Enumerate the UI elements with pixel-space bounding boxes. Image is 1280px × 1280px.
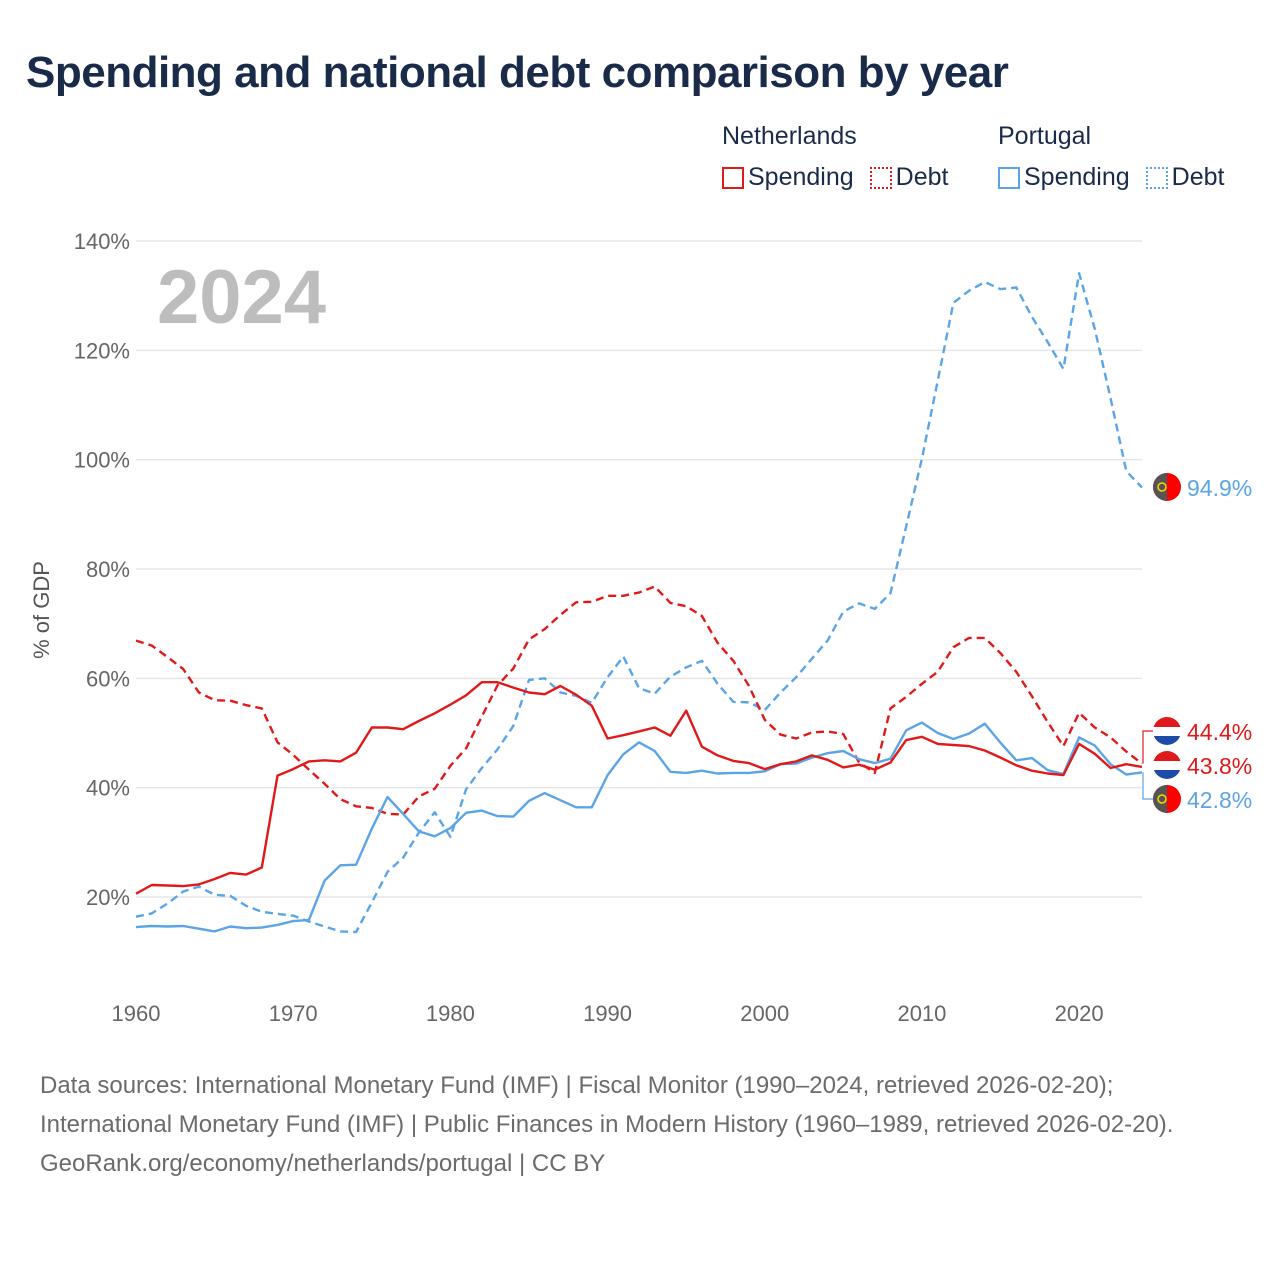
x-tick-label: 1980 [426, 1001, 475, 1026]
series-lines [135, 272, 1143, 934]
x-tick-label: 1960 [112, 1001, 161, 1026]
footer: Data sources: International Monetary Fun… [40, 1066, 1240, 1183]
legend-portugal: Portugal Spending Debt [998, 122, 1224, 192]
x-tick-label: 2000 [740, 1001, 789, 1026]
solid-swatch-icon [722, 166, 744, 189]
x-tick-label: 1990 [583, 1001, 632, 1026]
x-tick-label: 2020 [1055, 1001, 1104, 1026]
x-axis-ticks: 1960 1970 1980 1990 2000 2010 2020 [112, 1001, 1104, 1026]
solid-swatch-icon [998, 166, 1020, 189]
y-tick-label: 100% [74, 448, 130, 473]
portugal-flag-icon [1153, 785, 1181, 813]
end-value-label: 94.9% [1187, 475, 1252, 501]
netherlands-debt-line [135, 585, 1143, 816]
portugal-flag-icon [1153, 473, 1181, 501]
end-value-label: 43.8% [1187, 753, 1252, 779]
x-tick-label: 1970 [269, 1001, 318, 1026]
legend-portugal-title: Portugal [998, 122, 1092, 150]
legend-netherlands: Netherlands Spending Debt [722, 122, 948, 192]
gridlines [136, 240, 1142, 898]
legend-netherlands-spending-label: Spending [748, 163, 854, 191]
legend-portugal-debt[interactable]: Debt [1145, 163, 1225, 192]
netherlands-flag-icon [1153, 717, 1181, 745]
legend-portugal-spending[interactable]: Spending [998, 163, 1130, 192]
end-value-label: 44.4% [1187, 719, 1252, 745]
y-tick-label: 60% [86, 666, 130, 691]
legend-netherlands-debt[interactable]: Debt [869, 163, 949, 192]
dotted-swatch-icon [869, 166, 892, 189]
line-chart: 2024 20%40%60%80%100%120%140% 1960 1970 19… [29, 229, 1252, 1026]
netherlands-flag-icon [1153, 751, 1181, 779]
legend-netherlands-title: Netherlands [722, 122, 857, 150]
y-tick-label: 140% [74, 229, 130, 254]
y-axis-label: % of GDP [29, 561, 54, 659]
leader-line [1142, 730, 1153, 764]
legend-netherlands-debt-label: Debt [895, 163, 949, 191]
data-sources: Data sources: International Monetary Fun… [40, 1072, 1174, 1138]
y-tick-label: 120% [74, 338, 130, 363]
legend-portugal-debt-label: Debt [1171, 163, 1225, 191]
year-watermark: 2024 [157, 255, 326, 340]
y-tick-label: 80% [86, 557, 130, 582]
y-tick-label: 40% [86, 776, 130, 801]
dotted-swatch-icon [1145, 166, 1168, 189]
portugal-debt-line [135, 272, 1143, 934]
end-value-label: 42.8% [1187, 787, 1252, 813]
portugal-spending-line [135, 721, 1143, 933]
leader-line [1142, 772, 1153, 800]
y-tick-label: 20% [86, 885, 130, 910]
legend-portugal-spending-label: Spending [1024, 163, 1130, 191]
netherlands-spending-line [135, 681, 1143, 895]
x-tick-label: 2010 [897, 1001, 946, 1026]
legend-netherlands-spending[interactable]: Spending [722, 163, 854, 192]
credit-link[interactable]: GeoRank.org/economy/netherlands/portugal… [40, 1150, 606, 1177]
page-title: Spending and national debt comparison by… [26, 48, 1009, 97]
y-axis-ticks: 20% 40% 60% 80% 100% 120% 140% [74, 229, 130, 910]
end-labels: 43.8% 44.4% 42.8% 94.9% [1142, 473, 1252, 813]
